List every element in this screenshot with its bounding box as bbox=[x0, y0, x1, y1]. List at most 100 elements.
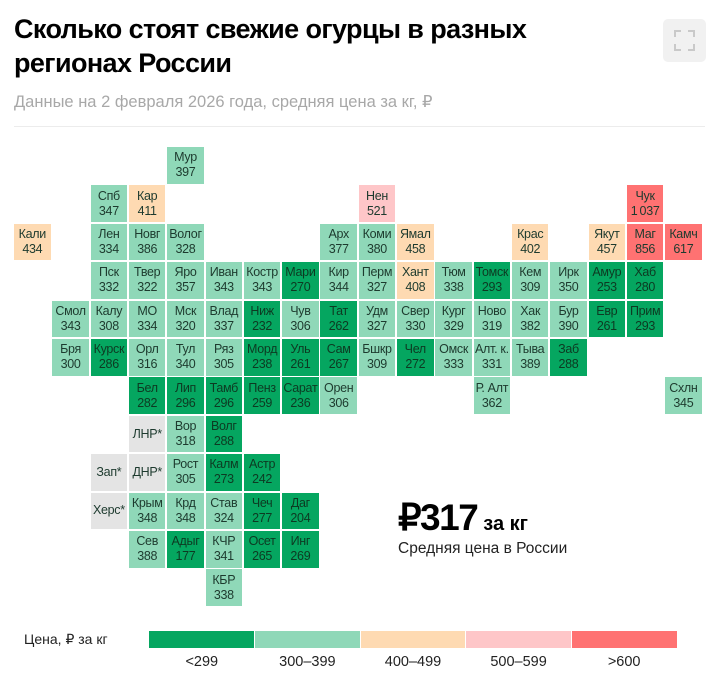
region-value: 259 bbox=[252, 395, 273, 410]
region-name: Астр bbox=[249, 457, 276, 472]
region-name: Тюм bbox=[441, 265, 466, 280]
region-tile: Свер 330 bbox=[397, 300, 434, 338]
region-tile: Р. Алт 362 bbox=[473, 377, 511, 414]
region-value: 316 bbox=[137, 357, 158, 372]
region-tile: Бел 282 bbox=[128, 377, 166, 414]
region-value: 380 bbox=[367, 242, 387, 257]
region-value: 270 bbox=[290, 280, 311, 295]
region-name: Костр bbox=[246, 265, 278, 280]
region-value: 402 bbox=[520, 242, 541, 257]
region-name: Перм bbox=[361, 265, 393, 280]
region-name: Коми bbox=[362, 227, 392, 242]
region-value: 329 bbox=[443, 318, 464, 333]
region-value: 322 bbox=[137, 280, 158, 295]
region-value: 333 bbox=[443, 357, 464, 372]
region-name: Прим bbox=[629, 303, 661, 318]
region-tile: Тат 262 bbox=[320, 300, 357, 338]
average-price-unit: за кг bbox=[483, 513, 528, 535]
average-price-value: ₽317 bbox=[398, 497, 479, 538]
fullscreen-button[interactable] bbox=[663, 19, 706, 62]
legend-swatch bbox=[466, 631, 572, 648]
region-value: 521 bbox=[367, 203, 387, 218]
region-tile: Рост 305 bbox=[167, 454, 204, 491]
region-tile: Калм 273 bbox=[205, 454, 243, 491]
region-tile: Тыва 389 bbox=[511, 339, 549, 376]
region-tile: Хак 382 bbox=[511, 300, 549, 338]
region-name: Мск bbox=[174, 303, 197, 318]
region-value: 272 bbox=[405, 357, 426, 372]
legend bbox=[149, 631, 677, 648]
region-tile: Пск 332 bbox=[90, 262, 128, 299]
region-tile: Якут 457 bbox=[588, 223, 626, 261]
region-value: 337 bbox=[213, 318, 234, 333]
region-tile: Бур 390 bbox=[550, 300, 587, 338]
region-name: Адыг bbox=[171, 534, 200, 549]
region-name: ДНР* bbox=[132, 464, 162, 479]
region-name: Морд bbox=[246, 342, 278, 357]
region-tile: Хаб 280 bbox=[626, 262, 664, 299]
region-value: 267 bbox=[328, 357, 349, 372]
region-tile: Инг 269 bbox=[282, 531, 319, 568]
region-tile: Кир 344 bbox=[320, 262, 357, 299]
region-tile: Осет 265 bbox=[243, 531, 281, 568]
region-name: Став bbox=[210, 495, 238, 510]
region-tile: Чув 306 bbox=[282, 300, 319, 338]
region-value: 343 bbox=[60, 318, 81, 333]
region-value: 204 bbox=[290, 510, 311, 525]
region-name: Маг bbox=[634, 227, 656, 242]
region-name: Инг bbox=[290, 534, 311, 549]
region-name: Твер bbox=[134, 265, 161, 280]
region-tile: Новг 386 bbox=[128, 223, 166, 261]
region-value: 856 bbox=[635, 242, 656, 257]
region-tile: Твер 322 bbox=[128, 262, 166, 299]
region-value: 265 bbox=[252, 549, 273, 564]
region-name: Тат bbox=[329, 303, 348, 318]
region-tile: Удм 327 bbox=[358, 300, 396, 338]
region-name: Ново bbox=[477, 303, 507, 318]
region-value: 334 bbox=[98, 242, 119, 257]
region-tile: Смол 343 bbox=[52, 300, 89, 338]
region-value: 362 bbox=[481, 395, 502, 410]
region-tile: Адыг 177 bbox=[167, 531, 204, 568]
region-name: Новг bbox=[134, 227, 161, 242]
region-name: Уль bbox=[290, 342, 311, 357]
region-tile: Вор 318 bbox=[167, 415, 204, 453]
region-name: Схлн bbox=[669, 380, 698, 395]
region-name: Нен bbox=[365, 188, 388, 203]
region-tile: Чеч 277 bbox=[243, 492, 281, 530]
region-value: 340 bbox=[175, 357, 196, 372]
region-tile: Сарат 236 bbox=[282, 377, 319, 414]
region-name: Сам bbox=[326, 342, 351, 357]
region-value: 282 bbox=[137, 395, 158, 410]
region-tile: Лип 296 bbox=[167, 377, 204, 414]
region-name: Волг bbox=[210, 419, 237, 434]
region-value: 327 bbox=[367, 318, 387, 333]
average-price: ₽317 за кг bbox=[398, 496, 528, 539]
region-value: 348 bbox=[137, 510, 158, 525]
region-value: 293 bbox=[481, 280, 502, 295]
region-tile: Калу 308 bbox=[90, 300, 128, 338]
region-tile: Заб 288 bbox=[550, 339, 587, 376]
region-value: 232 bbox=[252, 318, 273, 333]
region-name: Тул bbox=[175, 342, 196, 357]
region-value: 330 bbox=[405, 318, 426, 333]
region-value: 408 bbox=[405, 280, 426, 295]
region-name: Ряз bbox=[214, 342, 234, 357]
region-tile: Курск 286 bbox=[90, 339, 128, 376]
region-tile: Алт. к. 331 bbox=[473, 339, 511, 376]
region-name: Крас bbox=[517, 227, 544, 242]
legend-swatch bbox=[360, 631, 466, 648]
legend-label: <299 bbox=[185, 654, 219, 670]
region-value: 286 bbox=[98, 357, 119, 372]
region-name: Кар bbox=[137, 188, 158, 203]
region-name: Херс* bbox=[92, 503, 125, 518]
legend-label: 500–599 bbox=[490, 654, 547, 670]
region-name: Пск bbox=[98, 265, 119, 280]
region-tile: Маг 856 bbox=[626, 223, 664, 261]
region-tile: ДНР* bbox=[128, 454, 166, 491]
legend-swatch bbox=[149, 631, 254, 648]
region-tile: Евр 261 bbox=[588, 300, 626, 338]
region-name: Лен bbox=[98, 227, 120, 242]
region-value: 305 bbox=[213, 357, 234, 372]
region-value: 306 bbox=[290, 318, 311, 333]
